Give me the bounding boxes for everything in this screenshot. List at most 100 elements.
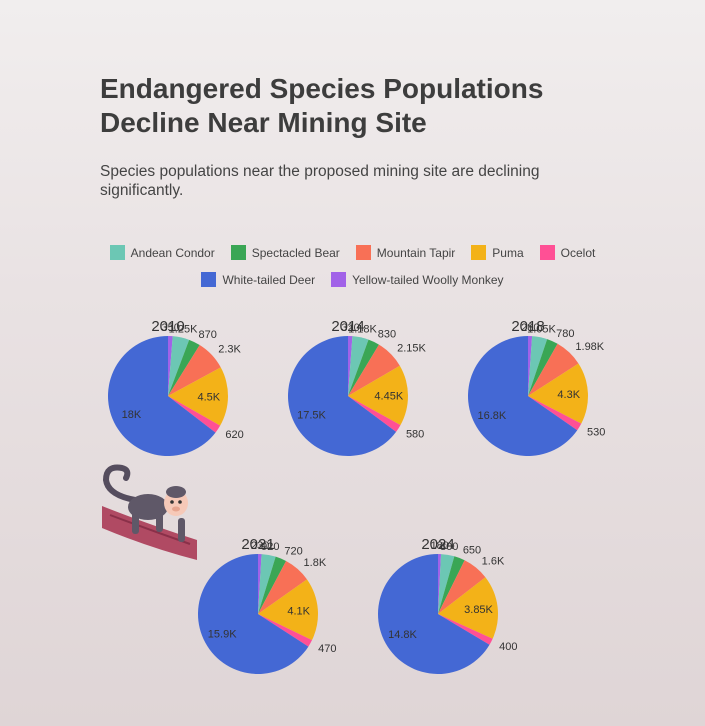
pie-title: 2021	[241, 536, 274, 553]
slice-label: 1.8K	[304, 557, 327, 569]
legend-swatch	[331, 272, 347, 287]
slice-label: 580	[406, 428, 424, 440]
slice-label: 18K	[122, 409, 142, 421]
pie-slice[interactable]	[348, 365, 408, 426]
pie-slice[interactable]	[468, 336, 578, 457]
legend-item[interactable]: Puma	[471, 244, 524, 261]
pie-slice[interactable]	[107, 336, 216, 457]
slice-label: 870	[199, 329, 217, 341]
legend-swatch	[109, 245, 125, 260]
pie-title: 2014	[331, 318, 364, 335]
slice-label: 1.6K	[482, 556, 505, 568]
legend-item[interactable]: White-tailed Deer	[201, 271, 315, 288]
slice-label: 14.8K	[388, 629, 417, 641]
pie-slice[interactable]	[198, 554, 309, 674]
legend-label: Ocelot	[560, 245, 596, 260]
pie-slice[interactable]	[438, 614, 493, 645]
pie-slice[interactable]	[168, 367, 229, 426]
slice-label: 620	[225, 429, 243, 441]
pie-slice[interactable]	[528, 339, 558, 396]
slice-label: 230	[251, 540, 269, 552]
slice-label: 280	[521, 322, 539, 334]
pie-slice[interactable]	[258, 554, 262, 614]
slice-label: 400	[499, 641, 517, 653]
chart-title: Endangered Species Populations Decline N…	[100, 73, 544, 138]
pie-slice[interactable]	[438, 554, 442, 614]
slice-label: 320	[341, 322, 359, 334]
slice-label: 4.45K	[374, 391, 403, 403]
pie-slice[interactable]	[348, 344, 400, 396]
pie-slice[interactable]	[528, 343, 579, 396]
slice-label: 2.3K	[218, 344, 241, 356]
legend-swatch	[230, 245, 246, 260]
pie-slice[interactable]	[258, 556, 287, 614]
legend-label: Puma	[492, 245, 524, 260]
legend-item[interactable]: Ocelot	[539, 244, 596, 261]
legend-label: Andean Condor	[130, 245, 215, 260]
slice-label: 1.25K	[169, 324, 198, 336]
pie-slice[interactable]	[528, 336, 533, 396]
legend-item[interactable]: Spectacled Bear	[230, 244, 340, 261]
pie-slice[interactable]	[168, 336, 173, 396]
legend-label: Yellow-tailed Woolly Monkey	[352, 272, 504, 287]
slice-label: 720	[284, 545, 302, 557]
monkey-on-branch-icon	[102, 464, 197, 560]
slice-label: 16.8K	[477, 410, 506, 422]
slice-label: 780	[556, 328, 574, 340]
pie-slice[interactable]	[258, 579, 318, 641]
pie-slice[interactable]	[287, 336, 397, 456]
legend-label: Mountain Tapir	[376, 245, 456, 260]
legend: Andean Condor Spectacled Bear Mountain Tap…	[60, 244, 645, 288]
slice-label: 830	[378, 329, 396, 341]
slice-label: 920	[261, 541, 279, 553]
slice-label: 17.5K	[297, 409, 326, 421]
slice-label: 4.5K	[197, 391, 220, 403]
pie-slice[interactable]	[258, 554, 276, 614]
pie-slice[interactable]	[348, 336, 369, 396]
pie-slice[interactable]	[168, 396, 221, 433]
slice-label: 180	[431, 540, 449, 552]
pie-slice[interactable]	[348, 396, 401, 432]
pie-title: 2018	[511, 318, 544, 335]
pie-slice[interactable]	[168, 339, 200, 396]
slice-label: 3.85K	[464, 604, 493, 616]
slice-label: 800	[440, 541, 458, 553]
slice-label: 4.3K	[557, 389, 580, 401]
slice-label: 1.05K	[527, 323, 556, 335]
slice-label: 2.15K	[397, 343, 426, 355]
pie-slice[interactable]	[168, 345, 221, 396]
slice-label: 1.18K	[348, 324, 377, 336]
pie-slice[interactable]	[378, 554, 490, 674]
pie-slice[interactable]	[348, 336, 353, 396]
legend-swatch	[201, 272, 217, 287]
legend-swatch	[355, 245, 371, 260]
chart-subtitle: Species populations near the proposed mi…	[100, 163, 540, 199]
pie-slice[interactable]	[258, 560, 307, 614]
legend-label: Spectacled Bear	[251, 245, 340, 260]
pie-slice[interactable]	[528, 396, 582, 431]
pie-slice[interactable]	[438, 556, 465, 614]
pie-slice[interactable]	[528, 336, 548, 396]
pie-slice[interactable]	[438, 577, 499, 639]
legend-label: White-tailed Deer	[222, 272, 316, 287]
legend-item[interactable]: Yellow-tailed Woolly Monkey	[331, 271, 504, 288]
slice-label: 530	[587, 427, 605, 439]
pie-slice[interactable]	[168, 336, 190, 396]
pie-slice[interactable]	[438, 554, 455, 614]
slice-label: 1.98K	[575, 341, 604, 353]
pie-slice[interactable]	[528, 363, 588, 424]
pie-slice[interactable]	[258, 614, 312, 647]
legend-item[interactable]: Mountain Tapir	[355, 244, 456, 261]
slice-label: 350	[162, 322, 180, 334]
pie-slice[interactable]	[348, 339, 379, 396]
legend-item[interactable]: Andean Condor	[109, 244, 215, 261]
legend-swatch	[539, 245, 555, 260]
pie-slice[interactable]	[438, 560, 486, 614]
slice-label: 4.1K	[287, 606, 310, 618]
